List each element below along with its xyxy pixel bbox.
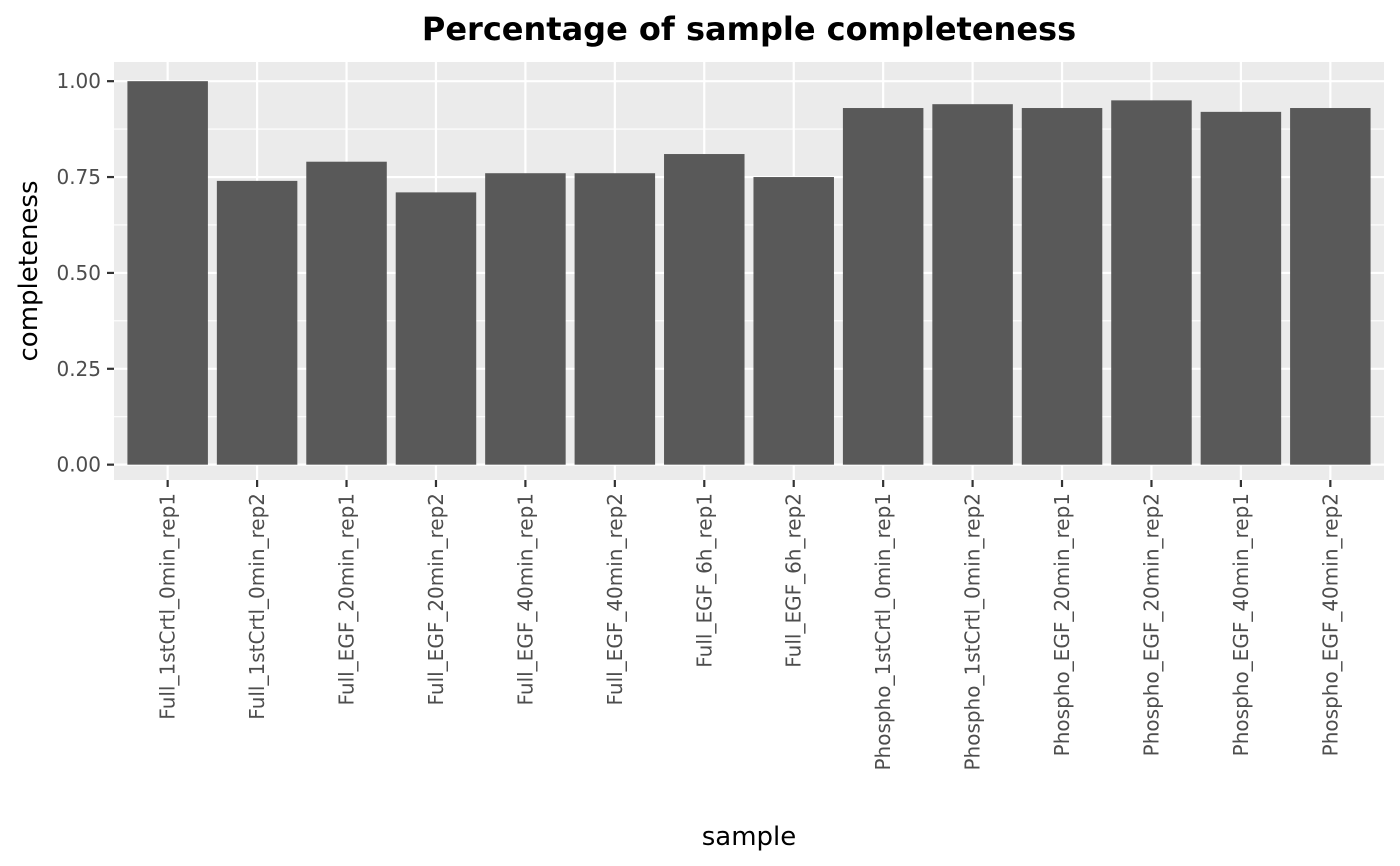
y-tick-label: 1.00 bbox=[56, 69, 101, 93]
bar bbox=[306, 161, 387, 465]
plot-panel bbox=[114, 62, 1384, 480]
x-axis-title: sample bbox=[702, 822, 797, 852]
x-tick-label: Full_EGF_6h_rep2 bbox=[782, 493, 806, 668]
bar bbox=[932, 104, 1013, 465]
bar bbox=[753, 177, 834, 465]
x-tick-label: Phospho_1stCrtl_0min_rep1 bbox=[871, 493, 895, 771]
x-tick-label: Phospho_EGF_40min_rep2 bbox=[1318, 493, 1342, 756]
x-tick-label: Full_EGF_40min_rep1 bbox=[513, 493, 537, 706]
bars bbox=[127, 81, 1371, 465]
y-axis-title: completeness bbox=[14, 180, 44, 361]
bar bbox=[485, 173, 566, 465]
bar bbox=[395, 192, 477, 465]
bar bbox=[1111, 100, 1192, 465]
x-axis: Full_1stCrtl_0min_rep1 Full_1stCrtl_0min_… bbox=[156, 480, 1342, 771]
bar bbox=[127, 81, 208, 465]
y-tick-label: 0.75 bbox=[56, 165, 101, 189]
bar bbox=[1200, 111, 1282, 465]
x-tick-label: Phospho_EGF_20min_rep2 bbox=[1139, 493, 1163, 756]
bar bbox=[842, 108, 924, 465]
x-tick-label: Full_1stCrtl_0min_rep1 bbox=[156, 493, 180, 720]
chart-title: Percentage of sample completeness bbox=[422, 10, 1076, 48]
y-tick-label: 0.00 bbox=[56, 453, 101, 477]
y-axis: 0.00 0.25 0.50 0.75 1.00 bbox=[56, 69, 114, 477]
x-tick-label: Phospho_1stCrtl_0min_rep2 bbox=[961, 493, 985, 771]
y-tick-label: 0.50 bbox=[56, 261, 101, 285]
x-tick-label: Full_EGF_40min_rep2 bbox=[603, 493, 627, 706]
y-tick-label: 0.25 bbox=[56, 357, 101, 381]
x-tick-label: Full_EGF_20min_rep2 bbox=[424, 493, 448, 706]
bar bbox=[1021, 108, 1103, 465]
x-tick-label: Full_EGF_6h_rep1 bbox=[692, 493, 716, 668]
bar bbox=[664, 154, 745, 465]
x-tick-label: Phospho_EGF_20min_rep1 bbox=[1050, 493, 1074, 756]
bar bbox=[574, 173, 656, 465]
bar bbox=[216, 180, 298, 465]
x-tick-label: Full_1stCrtl_0min_rep2 bbox=[245, 493, 269, 720]
bar bbox=[1290, 108, 1371, 465]
x-tick-label: Phospho_EGF_40min_rep1 bbox=[1229, 493, 1253, 756]
x-tick-label: Full_EGF_20min_rep1 bbox=[335, 493, 359, 706]
